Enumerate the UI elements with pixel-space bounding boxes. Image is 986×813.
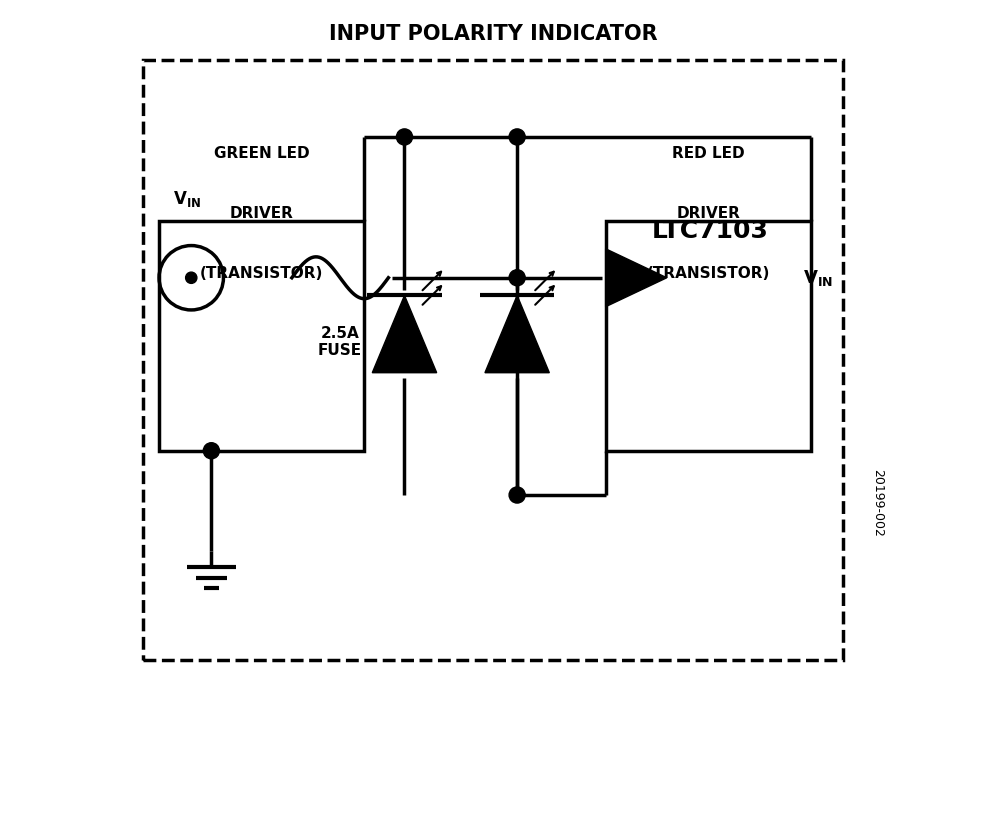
Bar bbox=[605, 221, 810, 450]
Text: GREEN LED: GREEN LED bbox=[214, 146, 310, 160]
Text: (TRANSISTOR): (TRANSISTOR) bbox=[200, 266, 323, 281]
Polygon shape bbox=[373, 295, 437, 372]
Bar bbox=[143, 60, 843, 660]
Bar bbox=[159, 221, 364, 450]
Text: $\mathbf{V_{IN}}$: $\mathbf{V_{IN}}$ bbox=[803, 267, 833, 288]
Circle shape bbox=[203, 443, 220, 459]
Text: DRIVER: DRIVER bbox=[676, 206, 740, 221]
Circle shape bbox=[185, 272, 197, 284]
Circle shape bbox=[396, 129, 412, 145]
Text: 20199-002: 20199-002 bbox=[871, 469, 884, 537]
Polygon shape bbox=[605, 249, 667, 307]
Circle shape bbox=[509, 270, 526, 286]
Circle shape bbox=[509, 487, 526, 503]
Text: $\mathbf{V_{IN}}$: $\mathbf{V_{IN}}$ bbox=[174, 189, 201, 210]
Text: (TRANSISTOR): (TRANSISTOR) bbox=[647, 266, 770, 281]
Circle shape bbox=[509, 129, 526, 145]
Text: DRIVER: DRIVER bbox=[230, 206, 294, 221]
Polygon shape bbox=[485, 295, 549, 372]
Text: RED LED: RED LED bbox=[671, 146, 744, 160]
Text: 2.5A
FUSE: 2.5A FUSE bbox=[318, 326, 362, 359]
Text: LTC7103: LTC7103 bbox=[652, 219, 769, 243]
Text: INPUT POLARITY INDICATOR: INPUT POLARITY INDICATOR bbox=[328, 24, 658, 44]
